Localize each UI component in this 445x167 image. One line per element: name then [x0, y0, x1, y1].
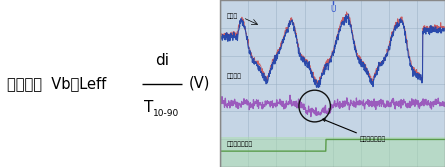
Text: 《数式》  Vb＝Leff: 《数式》 Vb＝Leff: [7, 76, 106, 91]
Text: di: di: [155, 53, 169, 68]
Text: コア電圧が低下: コア電圧が低下: [323, 119, 386, 142]
Text: コア電圧: コア電圧: [227, 73, 242, 79]
Bar: [220, 137, 445, 167]
Text: 信号線: 信号線: [227, 13, 238, 19]
Text: U: U: [330, 5, 336, 14]
Text: 10-90: 10-90: [153, 109, 179, 118]
Text: エラー検出信号: エラー検出信号: [227, 142, 253, 147]
Text: (V): (V): [188, 76, 210, 91]
Text: T: T: [144, 100, 154, 115]
